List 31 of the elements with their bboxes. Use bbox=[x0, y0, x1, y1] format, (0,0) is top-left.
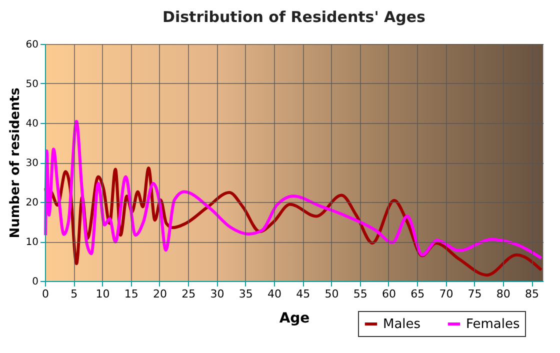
x-tick-label: 15 bbox=[124, 288, 138, 300]
x-axis-title: Age bbox=[279, 310, 310, 326]
x-tick-label: 40 bbox=[267, 288, 282, 300]
x-tick-label: 35 bbox=[238, 288, 253, 300]
y-tick-label: 20 bbox=[26, 198, 38, 208]
legend-label: Males bbox=[383, 317, 421, 332]
x-tick-label: 65 bbox=[410, 288, 425, 300]
x-tick-label: 85 bbox=[525, 288, 540, 300]
x-tick-label: 70 bbox=[439, 288, 454, 300]
y-tick-label: 40 bbox=[26, 118, 38, 130]
x-tick-label: 55 bbox=[353, 288, 368, 300]
x-tick-label: 0 bbox=[42, 288, 49, 300]
x-tick-label: 80 bbox=[496, 288, 510, 300]
x-tick-label: 60 bbox=[382, 288, 396, 300]
x-tick-label: 75 bbox=[468, 288, 482, 300]
chart-title: Distribution of Residents' Ages bbox=[162, 8, 426, 26]
y-tick-label: 30 bbox=[26, 158, 38, 169]
y-tick-label: 50 bbox=[26, 79, 38, 90]
x-tick-label: 25 bbox=[182, 288, 196, 300]
x-tick-label: 50 bbox=[324, 288, 339, 300]
legend-label: Females bbox=[466, 317, 520, 332]
x-tick-label: 45 bbox=[296, 288, 310, 300]
line-series bbox=[44, 120, 543, 260]
y-axis-title: Number of residents bbox=[8, 87, 23, 238]
x-tick-label: 5 bbox=[70, 288, 78, 300]
y-tick-label: 10 bbox=[26, 237, 38, 248]
y-tick-label: 0 bbox=[32, 276, 38, 288]
x-tick-label: 30 bbox=[210, 288, 224, 300]
y-tick-label: 60 bbox=[26, 40, 38, 50]
x-tick-label: 10 bbox=[96, 288, 110, 300]
x-tick-label: 20 bbox=[152, 288, 167, 300]
